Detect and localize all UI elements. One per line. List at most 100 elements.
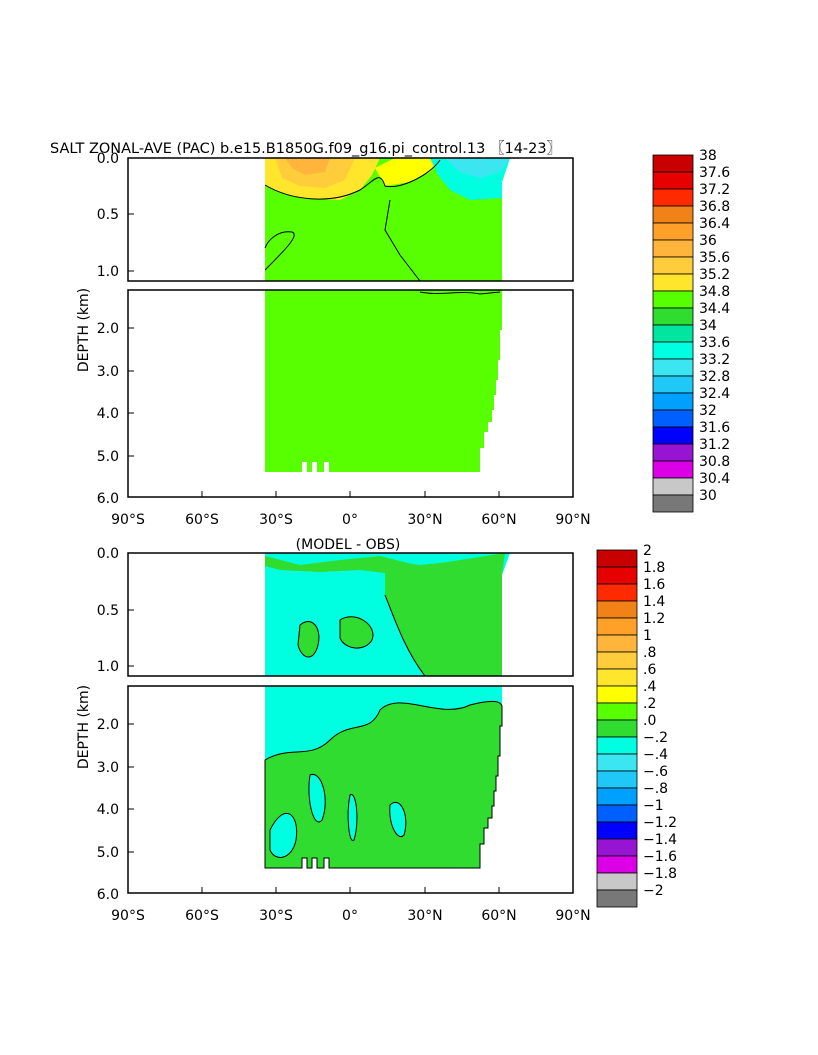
salinity-colorbar-swatch xyxy=(652,477,694,496)
difference-colorbar-swatch xyxy=(596,753,638,772)
difference-colorbar-label: −.6 xyxy=(643,764,668,780)
difference-colorbar-label: 1 xyxy=(643,628,652,644)
salinity-colorbar-label: 33.6 xyxy=(699,335,730,351)
difference-colorbar-label: .4 xyxy=(643,679,656,695)
difference-colorbar-label: −.8 xyxy=(643,781,668,797)
salinity-y-axis: 0.0 0.5 1.0 2.0 3.0 4.0 5.0 6.0 xyxy=(97,151,119,507)
difference-ylabel: DEPTH (km) xyxy=(76,685,92,769)
difference-ytick-label: 3.0 xyxy=(97,760,119,776)
salinity-ytick-label: 0.5 xyxy=(97,207,119,223)
salinity-ytick-label: 3.0 xyxy=(97,364,119,380)
difference-colorbar-swatch xyxy=(596,804,638,823)
salinity-ytick-label: 4.0 xyxy=(97,406,119,422)
salinity-ytick-label: 1.0 xyxy=(97,264,119,280)
salinity-ytick-label: 2.0 xyxy=(97,321,119,337)
salinity-colorbar-swatch xyxy=(652,324,694,343)
difference-colorbar-label: 1.8 xyxy=(643,560,665,576)
salinity-lower-panel xyxy=(127,289,574,498)
salinity-colorbar-label: 33.2 xyxy=(699,352,730,368)
salinity-colorbar-swatch xyxy=(652,188,694,207)
salinity-colorbar-label: 37.2 xyxy=(699,182,730,198)
difference-colorbar-swatch xyxy=(596,872,638,891)
salinity-colorbar-label: 31.2 xyxy=(699,437,730,453)
salinity-surface-contour xyxy=(264,159,441,200)
salinity-xtick-label: 30°S xyxy=(259,512,293,528)
salinity-colorbar-label: 31.6 xyxy=(699,420,730,436)
salinity-colorbar-swatch xyxy=(652,375,694,394)
salinity-lower-contour xyxy=(419,291,501,295)
salinity-colorbar-swatch xyxy=(652,392,694,411)
salinity-colorbar-label: 36.8 xyxy=(699,199,730,215)
difference-ytick-label: 4.0 xyxy=(97,802,119,818)
difference-xtick-label: 60°S xyxy=(185,908,219,924)
difference-lower-negative-b xyxy=(308,774,326,823)
salinity-xtick-label: 0° xyxy=(342,512,358,528)
difference-ytick-label: 1.0 xyxy=(97,659,119,675)
salinity-south-contour xyxy=(264,231,295,271)
salinity-xtick-label: 60°N xyxy=(481,512,516,528)
salinity-x-axis: 90°S 60°S 30°S 0° 30°N 60°N 90°N xyxy=(111,512,591,528)
salinity-subtropical-south-center xyxy=(285,158,330,175)
salinity-xtick-label: 60°S xyxy=(185,512,219,528)
salinity-colorbar-swatch xyxy=(652,290,694,309)
salinity-colorbar-label: 34.8 xyxy=(699,284,730,300)
difference-ytick-label: 0.5 xyxy=(97,603,119,619)
salinity-deep-contour xyxy=(384,199,421,282)
difference-y-axis: 0.0 0.5 1.0 2.0 3.0 4.0 5.0 6.0 xyxy=(97,546,119,903)
difference-colorbar-swatch xyxy=(596,889,638,908)
difference-ytick-label: 2.0 xyxy=(97,717,119,733)
salinity-plot: DEPTH (km) 0.0 0.5 1.0 2.0 3.0 4.0 5.0 6… xyxy=(76,148,730,528)
difference-colorbar-swatch xyxy=(596,549,638,568)
difference-lower-negative-a xyxy=(269,813,298,858)
difference-positive-region xyxy=(385,560,502,676)
salinity-colorbar-swatch xyxy=(652,205,694,224)
salinity-ytick-label: 5.0 xyxy=(97,449,119,465)
difference-colorbar-swatch xyxy=(596,787,638,806)
difference-colorbar-swatch xyxy=(596,719,638,738)
salinity-upper-panel xyxy=(127,157,574,282)
salinity-ylabel: DEPTH (km) xyxy=(76,288,92,372)
difference-colorbar-swatch xyxy=(596,600,638,619)
difference-colorbar-label: 1.4 xyxy=(643,594,665,610)
difference-colorbar-label: −1.4 xyxy=(643,832,677,848)
difference-colorbar-swatch xyxy=(596,685,638,704)
difference-upper-frame xyxy=(127,552,574,677)
salinity-colorbar-swatch xyxy=(652,341,694,360)
salinity-colorbar-swatch xyxy=(652,307,694,326)
salinity-ytick-label: 6.0 xyxy=(97,491,119,507)
difference-colorbar-swatch xyxy=(596,583,638,602)
difference-colorbar-swatch xyxy=(596,736,638,755)
difference-colorbar-label: −.2 xyxy=(643,730,668,746)
difference-xtick-label: 90°S xyxy=(111,908,145,924)
salinity-colorbar-label: 36 xyxy=(699,233,717,249)
difference-colorbar-label: .0 xyxy=(643,713,656,729)
difference-plot: DEPTH (km) 0.0 0.5 1.0 2.0 3.0 4.0 5.0 6… xyxy=(76,543,677,924)
difference-xtick-label: 90°N xyxy=(555,908,590,924)
salinity-colorbar-label: 38 xyxy=(699,148,717,164)
difference-ticks xyxy=(127,552,574,893)
difference-xtick-label: 0° xyxy=(342,908,358,924)
salinity-xtick-label: 30°N xyxy=(407,512,442,528)
salinity-colorbar-swatch xyxy=(652,154,694,173)
difference-ytick-label: 6.0 xyxy=(97,887,119,903)
difference-colorbar-swatch xyxy=(596,770,638,789)
salinity-colorbar-swatch xyxy=(652,239,694,258)
difference-colorbar-label: −1 xyxy=(643,798,664,814)
salinity-colorbar-swatch xyxy=(652,171,694,190)
difference-lower-panel xyxy=(127,685,574,894)
difference-colorbar-swatch xyxy=(596,651,638,670)
difference-colorbar-label: 1.6 xyxy=(643,577,665,593)
salinity-lower-field xyxy=(265,290,502,472)
difference-colorbar-swatch xyxy=(596,821,638,840)
difference-colorbar-label: .8 xyxy=(643,645,656,661)
salinity-colorbar-swatch xyxy=(652,426,694,445)
salinity-colorbar-label: 30.4 xyxy=(699,471,730,487)
salinity-colorbar-swatch xyxy=(652,273,694,292)
salinity-north-fresh-core xyxy=(445,158,510,178)
salinity-subtropical-north-max xyxy=(375,158,440,186)
salinity-colorbar-label: 36.4 xyxy=(699,216,730,232)
salinity-ytick-label: 0.0 xyxy=(97,151,119,167)
difference-upper-panel xyxy=(127,552,574,677)
salinity-colorbar-label: 34 xyxy=(699,318,717,334)
